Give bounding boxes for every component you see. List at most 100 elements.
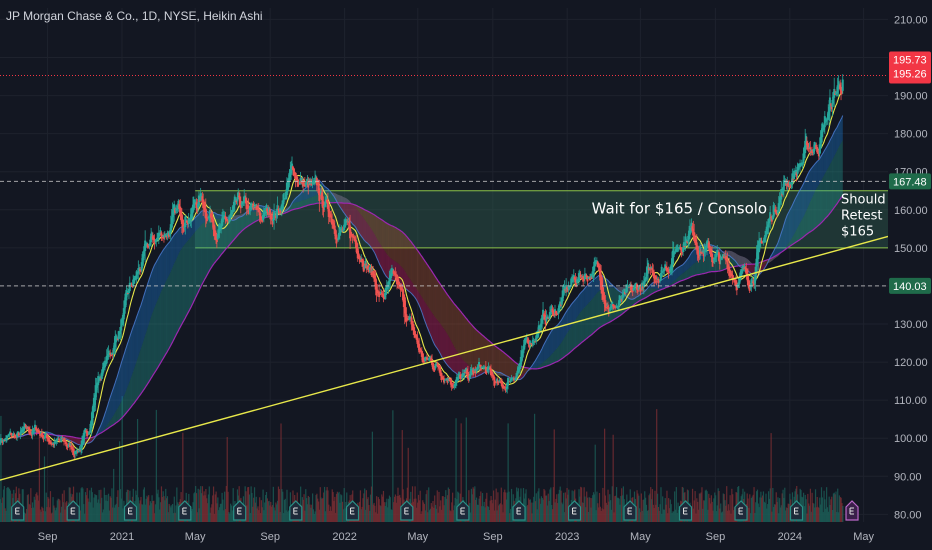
ma-band-slow bbox=[393, 226, 395, 261]
volume-bar bbox=[826, 507, 829, 522]
volume-bar bbox=[145, 498, 147, 522]
ma-band-mid bbox=[435, 317, 437, 348]
ma-band-mid bbox=[351, 203, 353, 225]
volume-bar bbox=[31, 507, 33, 522]
ma-band-mid bbox=[378, 240, 380, 264]
ma-band-mid bbox=[131, 329, 133, 377]
volume-bar bbox=[327, 490, 329, 522]
ma-band-slow bbox=[547, 357, 549, 366]
ma-band-slow bbox=[707, 255, 709, 273]
ma-band-mid bbox=[163, 247, 165, 286]
volume-bar bbox=[308, 497, 310, 522]
candle-body bbox=[192, 199, 195, 208]
volume-bar bbox=[636, 490, 638, 522]
ma-band-slow bbox=[292, 203, 293, 210]
ma-band-slow bbox=[381, 219, 383, 248]
volume-bar bbox=[604, 428, 606, 522]
candle-body bbox=[599, 268, 602, 281]
volume-bar bbox=[567, 494, 569, 522]
ma-band-slow bbox=[159, 293, 161, 365]
volume-bar bbox=[387, 507, 389, 522]
ma-band-mid bbox=[372, 230, 374, 251]
ma-band-slow bbox=[578, 314, 579, 346]
candle-body bbox=[639, 287, 642, 292]
ma-band-slow bbox=[620, 286, 622, 316]
ma-band-slow bbox=[504, 353, 506, 377]
volume-bar bbox=[95, 495, 98, 522]
volume-bar bbox=[230, 505, 233, 522]
ma-band-slow bbox=[248, 211, 250, 226]
ma-band-slow bbox=[167, 276, 169, 352]
ma-band-slow bbox=[688, 268, 690, 279]
candle-body bbox=[616, 306, 619, 308]
earnings-markers[interactable] bbox=[11, 500, 859, 521]
volume-bar bbox=[434, 495, 436, 522]
ma-band-mid bbox=[168, 242, 170, 277]
ma-band-mid bbox=[200, 211, 202, 226]
trendline-layer[interactable] bbox=[0, 235, 889, 481]
candle-body bbox=[79, 449, 82, 451]
volume-bar bbox=[317, 501, 320, 522]
volume-bar bbox=[762, 491, 765, 522]
volume-bar bbox=[556, 494, 558, 522]
volume-bar bbox=[535, 493, 537, 522]
ma-band-mid bbox=[337, 194, 339, 205]
volume-bar bbox=[551, 505, 553, 522]
ma-band-slow bbox=[650, 288, 652, 295]
volume-bar bbox=[834, 494, 836, 522]
volume-bar bbox=[450, 511, 452, 522]
ma-band-mid bbox=[734, 252, 736, 261]
ma-band-slow bbox=[302, 200, 304, 208]
ma-band-slow bbox=[145, 332, 147, 388]
ma-band-mid bbox=[835, 127, 837, 153]
volume-bar bbox=[749, 494, 751, 522]
ma-band-mid bbox=[788, 210, 790, 243]
volume-bar bbox=[224, 491, 226, 522]
volume-bar bbox=[492, 503, 494, 522]
candle-body bbox=[28, 427, 31, 433]
ma-band-mid bbox=[385, 251, 386, 276]
ma-band-slow bbox=[677, 277, 678, 283]
volume-bar bbox=[750, 497, 753, 522]
ma-band-mid bbox=[361, 214, 363, 238]
volume-bar bbox=[650, 487, 652, 522]
ma-band-mid bbox=[479, 371, 480, 376]
earnings-marker bbox=[66, 500, 80, 521]
ma-band-mid bbox=[786, 215, 788, 247]
volume-bar bbox=[564, 492, 566, 522]
volume-bar bbox=[331, 489, 333, 522]
ma-band-mid bbox=[562, 316, 564, 341]
ma-band-slow bbox=[428, 266, 430, 309]
ma-band-mid bbox=[77, 438, 79, 445]
volume-bar bbox=[757, 503, 759, 522]
volume-bar bbox=[780, 505, 782, 522]
ma-band-mid bbox=[455, 348, 456, 374]
volume-bar bbox=[589, 497, 591, 522]
ma-band-mid bbox=[783, 222, 785, 250]
volume-bar bbox=[733, 507, 736, 522]
volume-bar bbox=[173, 496, 175, 522]
candle-body bbox=[572, 274, 575, 280]
candle-body bbox=[419, 350, 422, 352]
ma-band-slow bbox=[233, 215, 235, 240]
volume-bar bbox=[823, 490, 825, 522]
ma-band-slow bbox=[388, 224, 390, 257]
ma-band-slow bbox=[438, 280, 439, 322]
ma-band-slow bbox=[645, 289, 647, 298]
ma-band-slow bbox=[112, 415, 114, 426]
volume-bar bbox=[553, 429, 555, 522]
volume-bar bbox=[306, 498, 308, 522]
candle-body bbox=[131, 285, 134, 287]
ma-band-mid bbox=[781, 230, 783, 253]
volume-bar bbox=[268, 500, 270, 522]
ma-band-mid bbox=[167, 243, 169, 279]
volume-bar bbox=[611, 486, 613, 522]
ma-band-slow bbox=[809, 201, 811, 233]
ma-band-slow bbox=[232, 215, 234, 242]
volume-bar bbox=[606, 504, 608, 522]
volume-bar bbox=[590, 507, 592, 522]
ma-band-slow bbox=[494, 345, 496, 375]
volume-bar bbox=[213, 513, 216, 522]
ma-band-slow bbox=[482, 335, 484, 373]
